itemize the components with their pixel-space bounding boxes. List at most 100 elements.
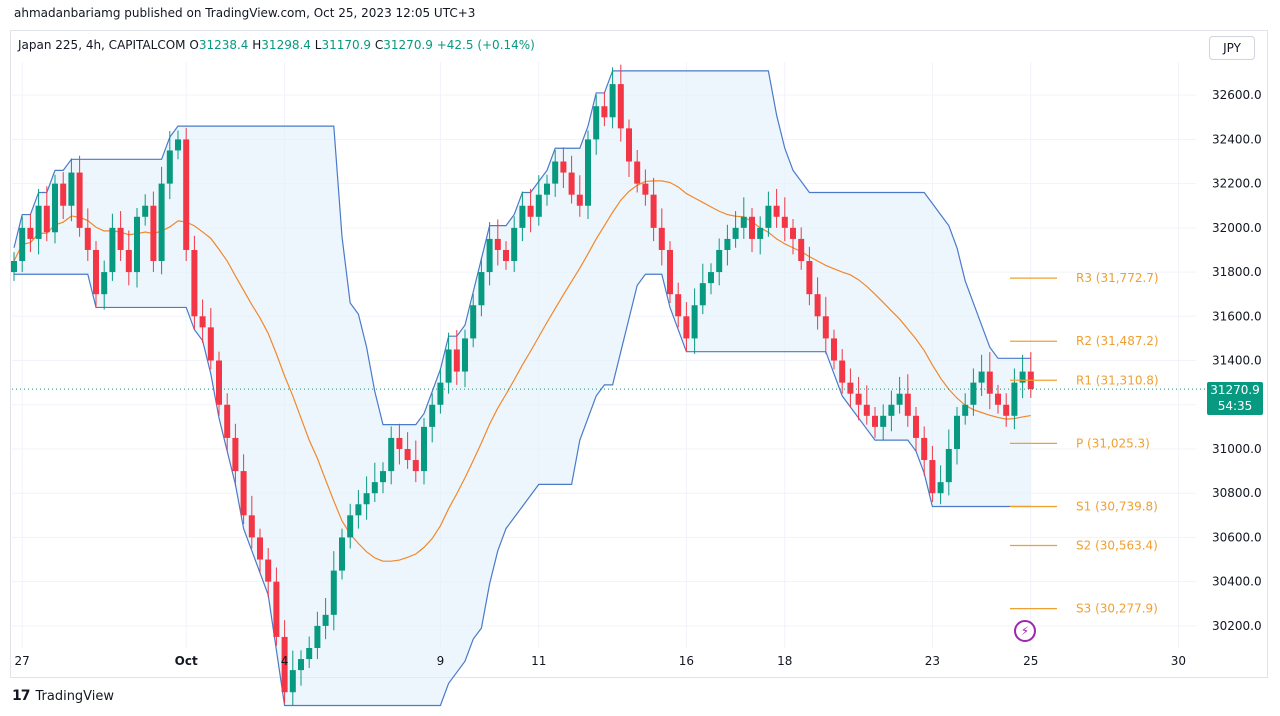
candle-body (1011, 382, 1018, 416)
candle-body (109, 227, 116, 273)
x-tick-label: 4 (281, 654, 289, 668)
candle-body (125, 249, 132, 273)
pivot-label: P (31,025.3) (1076, 436, 1150, 450)
candle-body (380, 471, 386, 483)
candle-body (880, 415, 887, 427)
candle-body (798, 238, 805, 262)
candle-body (281, 636, 288, 693)
channel-fill (14, 70, 1031, 706)
candle-body (609, 84, 616, 118)
candle-body (388, 437, 395, 472)
candle-body (552, 161, 559, 184)
candle-body (273, 581, 280, 637)
y-tick-label: 31000.0 (1212, 442, 1262, 456)
candle-body (691, 305, 698, 339)
x-tick-label: 9 (437, 654, 445, 668)
candle-body (404, 448, 411, 461)
last-price: 31270.9 (1210, 383, 1260, 398)
candle-body (699, 283, 706, 306)
candle-body (117, 227, 124, 250)
candle-body (84, 227, 91, 250)
candle-body (494, 238, 501, 250)
candle-body (11, 261, 17, 273)
pivot-levels: R3 (31,772.7) R2 (31,487.2) R1 (31,310.8) P… (12, 271, 1207, 616)
candle-body (470, 305, 477, 339)
candle-body (831, 338, 837, 361)
x-tick-label: 27 (15, 654, 30, 668)
candle-body (626, 128, 632, 162)
candle-body (289, 670, 296, 693)
candle-body (667, 249, 673, 295)
x-tick-label: 30 (1171, 654, 1186, 668)
candle-body (519, 205, 526, 228)
x-tick-label: 11 (531, 654, 546, 668)
pivot-label: R2 (31,487.2) (1076, 334, 1159, 348)
candle-body (363, 493, 370, 505)
candle-body (995, 393, 1001, 405)
symbol-name: Japan 225, 4h, CAPITALCOM (18, 38, 186, 52)
candle-body (412, 460, 419, 472)
candle-body (585, 139, 591, 206)
y-tick-label: 32000.0 (1212, 221, 1262, 235)
candle-body (913, 415, 919, 438)
candle-body (749, 216, 755, 239)
candle-body (93, 249, 99, 295)
candle-body (855, 393, 862, 405)
y-tick-label: 30200.0 (1212, 619, 1262, 633)
last-price-tag: 31270.9 54:35 (1207, 382, 1263, 416)
candle-body (429, 404, 436, 427)
candle-body (527, 205, 534, 217)
published-caption: ahmadanbariamg published on TradingView.… (14, 6, 476, 20)
candle-body (576, 194, 583, 206)
candle-body (76, 172, 83, 228)
candle-body (60, 183, 67, 206)
candle-body (740, 216, 747, 228)
pivot-label: S1 (30,739.8) (1076, 500, 1158, 514)
low-label: L (314, 38, 322, 52)
footer-brand: 17 TradingView (12, 688, 114, 704)
pivot-label: R1 (31,310.8) (1076, 373, 1159, 387)
y-tick-label: 30400.0 (1212, 575, 1262, 589)
tradingview-logo: 17 (12, 688, 31, 704)
candle-body (847, 382, 854, 394)
candle-body (43, 205, 50, 233)
x-tick-label: Oct (175, 654, 198, 668)
candle-body (617, 84, 624, 129)
candle-body (224, 404, 231, 438)
lower-band-line (14, 273, 1031, 707)
candle-body (158, 183, 165, 262)
candle-body (568, 172, 575, 195)
low-value: 31170.9 (321, 38, 372, 52)
candle-body (675, 294, 682, 317)
candle-body (544, 183, 550, 195)
candle-body (511, 227, 518, 262)
candle-body (814, 294, 821, 317)
candle-body (822, 316, 829, 339)
candle-body (306, 648, 313, 660)
pivot-label: R3 (31,772.7) (1076, 271, 1159, 285)
price-axis: 30200.030400.030600.030800.031000.031200… (1212, 88, 1262, 633)
lightning-icon[interactable]: ⚡ (1014, 620, 1036, 642)
candle-body (265, 559, 272, 582)
candle-body (199, 316, 206, 328)
candle-body (314, 625, 321, 648)
change-value: +42.5 (+0.14%) (436, 38, 535, 52)
candle-body (1019, 371, 1026, 383)
chart-frame (10, 30, 1268, 678)
candle-body (347, 515, 354, 538)
candle-body (945, 448, 952, 483)
candle-body (535, 194, 542, 217)
candle-body (781, 216, 788, 228)
candle-body (888, 404, 895, 416)
candle-body (445, 349, 452, 383)
currency-button[interactable]: JPY (1209, 36, 1255, 60)
x-tick-label: 18 (777, 654, 792, 668)
candle-body (683, 316, 690, 339)
bar-countdown: 54:35 (1217, 399, 1253, 414)
symbol-legend: Japan 225, 4h, CAPITALCOM O31238.4 H3129… (18, 38, 535, 52)
y-tick-label: 30800.0 (1212, 486, 1262, 500)
candle-body (790, 227, 796, 239)
candle-body (724, 238, 731, 250)
candle-body (240, 471, 247, 516)
